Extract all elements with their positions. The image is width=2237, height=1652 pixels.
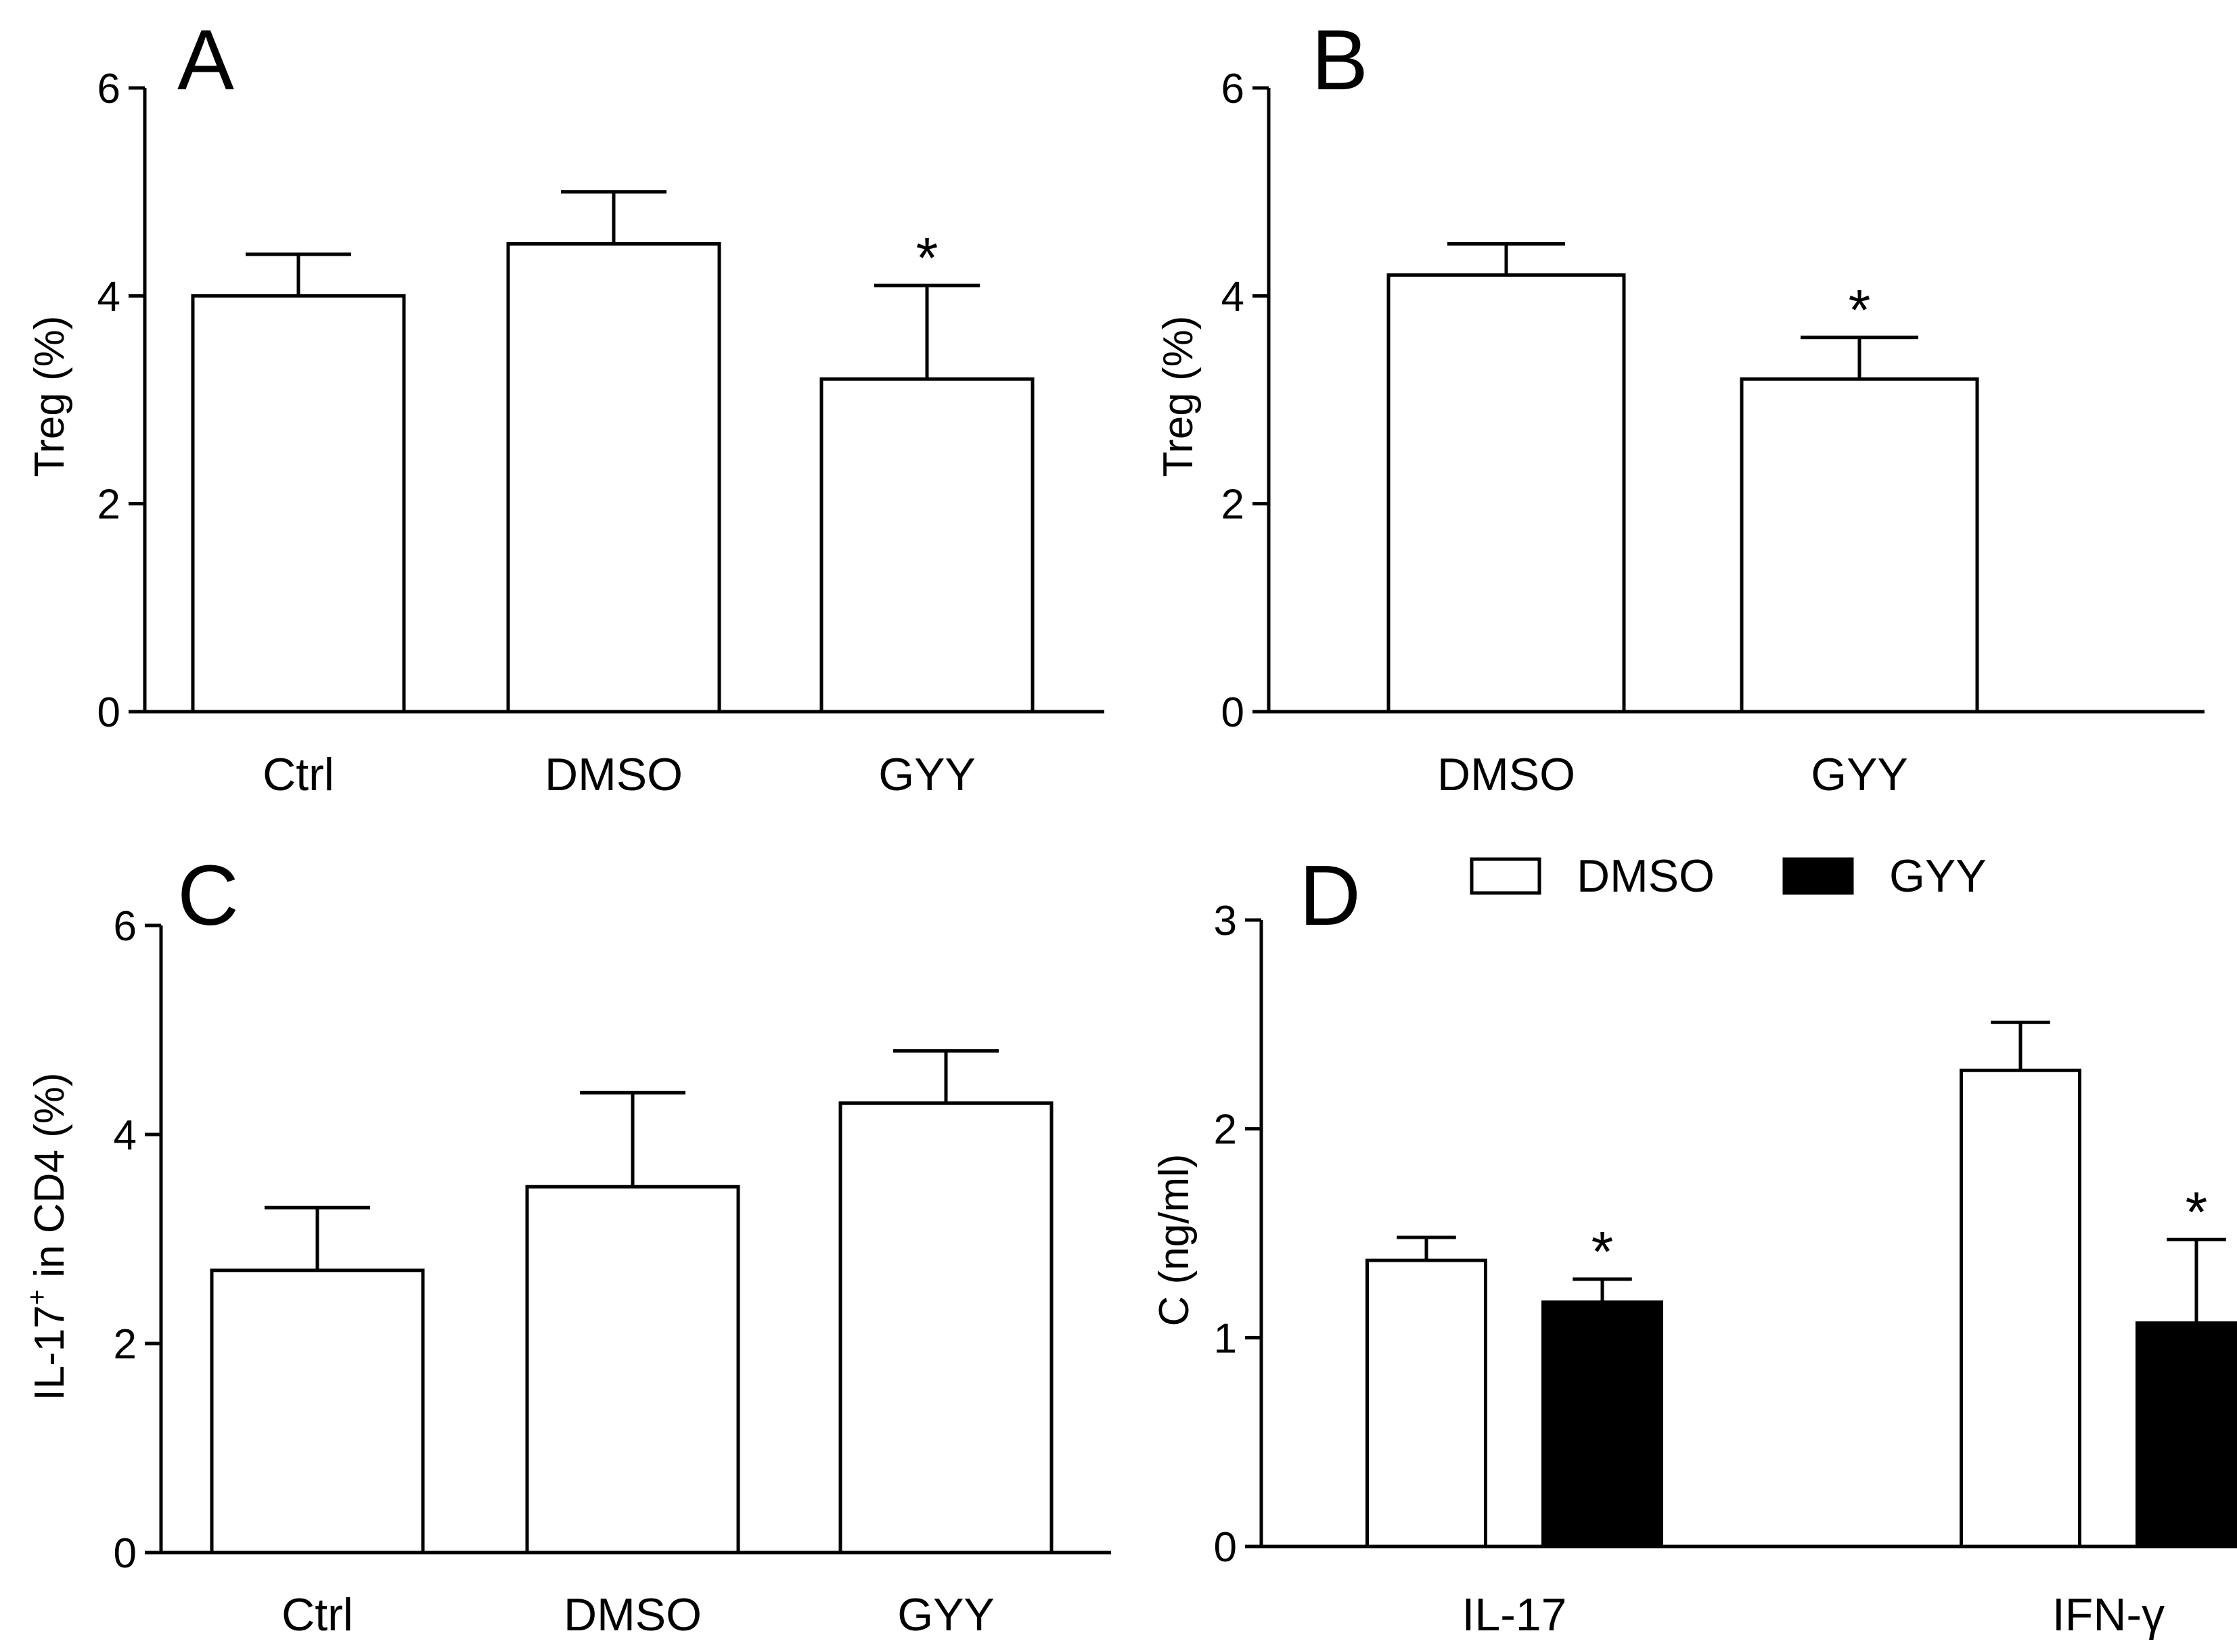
significance-d-gyy-1: * (2186, 1180, 2208, 1243)
y-tick-label-a-0: 0 (97, 689, 120, 736)
y-tick-label-c-0: 0 (114, 1530, 137, 1577)
bar-d-dmso-1 (1960, 1068, 2081, 1548)
x-category-label-b-0: DMSO (1437, 749, 1575, 800)
y-axis-title-c-sup: + (22, 1289, 52, 1305)
y-tick-label-b-2: 4 (1221, 273, 1244, 320)
x-category-label-c-2: GYY (897, 1589, 995, 1640)
y-axis-title-c: IL-17+ in CD4 (%) (22, 1072, 73, 1400)
bar-d-dmso-0 (1365, 1258, 1487, 1548)
bar-d-gyy-1 (2136, 1321, 2237, 1548)
bar-c-1 (525, 1185, 740, 1555)
legend-swatch-dmso (1470, 857, 1541, 895)
y-tick-label-a-1: 2 (97, 482, 120, 528)
y-tick-label-d-2: 2 (1214, 1107, 1237, 1153)
panel-b: B Treg (%) 0 2 4 6 DMSO GYY * (1155, 12, 2205, 800)
y-tick-label-a-3: 6 (97, 66, 120, 112)
panel-letter-c: C (177, 848, 239, 943)
y-tick-label-b-3: 6 (1221, 66, 1244, 112)
bar-b-1 (1740, 377, 1979, 714)
y-axis-title-b: Treg (%) (1155, 316, 1202, 478)
y-tick-label-d-0: 0 (1214, 1524, 1237, 1571)
x-category-label-b-1: GYY (1811, 749, 1908, 800)
legend-swatch-gyy (1782, 857, 1854, 895)
x-category-label-d-0: IL-17 (1462, 1589, 1567, 1640)
panel-d: D C (ng/ml) DMSO GYY 0 1 2 3 IL-17 IFN-γ * * (1151, 848, 2237, 1640)
panel-letter-b: B (1311, 12, 1368, 108)
y-axis-title-c-rest: in CD4 (%) (26, 1072, 73, 1289)
x-category-label-c-1: DMSO (564, 1589, 702, 1640)
x-category-label-d-1: IFN-γ (2052, 1589, 2165, 1640)
bar-a-1 (506, 242, 721, 714)
bar-c-0 (210, 1268, 425, 1555)
bar-a-2 (819, 377, 1035, 714)
y-tick-label-d-1: 1 (1214, 1315, 1237, 1362)
legend-label-dmso: DMSO (1577, 850, 1715, 902)
panel-letter-d: D (1299, 848, 1361, 943)
panel-c: C IL-17+ in CD4 (%) 0 2 4 6 Ctrl DMSO GYY (22, 848, 1111, 1640)
x-category-label-a-0: Ctrl (263, 749, 334, 800)
y-tick-label-b-0: 0 (1221, 689, 1244, 736)
y-tick-label-c-3: 6 (114, 903, 137, 950)
bar-d-gyy-0 (1541, 1300, 1663, 1548)
x-category-label-a-1: DMSO (545, 749, 683, 800)
x-category-label-a-2: GYY (878, 749, 976, 800)
bar-a-0 (191, 294, 406, 714)
y-tick-label-c-2: 4 (114, 1112, 137, 1159)
legend: DMSO GYY (1470, 850, 1987, 902)
y-tick-label-b-1: 2 (1221, 482, 1244, 528)
legend-label-gyy: GYY (1889, 850, 1987, 902)
panel-letter-a: A (177, 12, 234, 108)
y-axis-title-c-main: IL-17 (26, 1305, 73, 1400)
significance-b-1: * (1849, 278, 1871, 342)
y-axis-title-d: C (ng/ml) (1151, 1154, 1198, 1327)
y-tick-label-c-1: 2 (114, 1321, 137, 1368)
y-axis-title-a: Treg (%) (26, 316, 73, 478)
panel-a: A Treg (%) 0 2 4 6 Ctrl DMSO GYY * (26, 12, 1104, 800)
significance-a-2: * (916, 226, 939, 290)
y-tick-label-a-2: 4 (97, 273, 120, 320)
x-category-label-c-0: Ctrl (281, 1589, 353, 1640)
bar-b-0 (1386, 273, 1626, 714)
y-tick-label-d-3: 3 (1214, 898, 1237, 944)
significance-d-gyy-0: * (1591, 1220, 1614, 1283)
bar-c-2 (838, 1101, 1054, 1555)
